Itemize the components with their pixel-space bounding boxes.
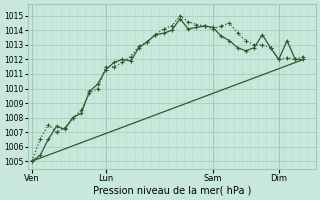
X-axis label: Pression niveau de la mer( hPa ): Pression niveau de la mer( hPa ) (92, 186, 251, 196)
